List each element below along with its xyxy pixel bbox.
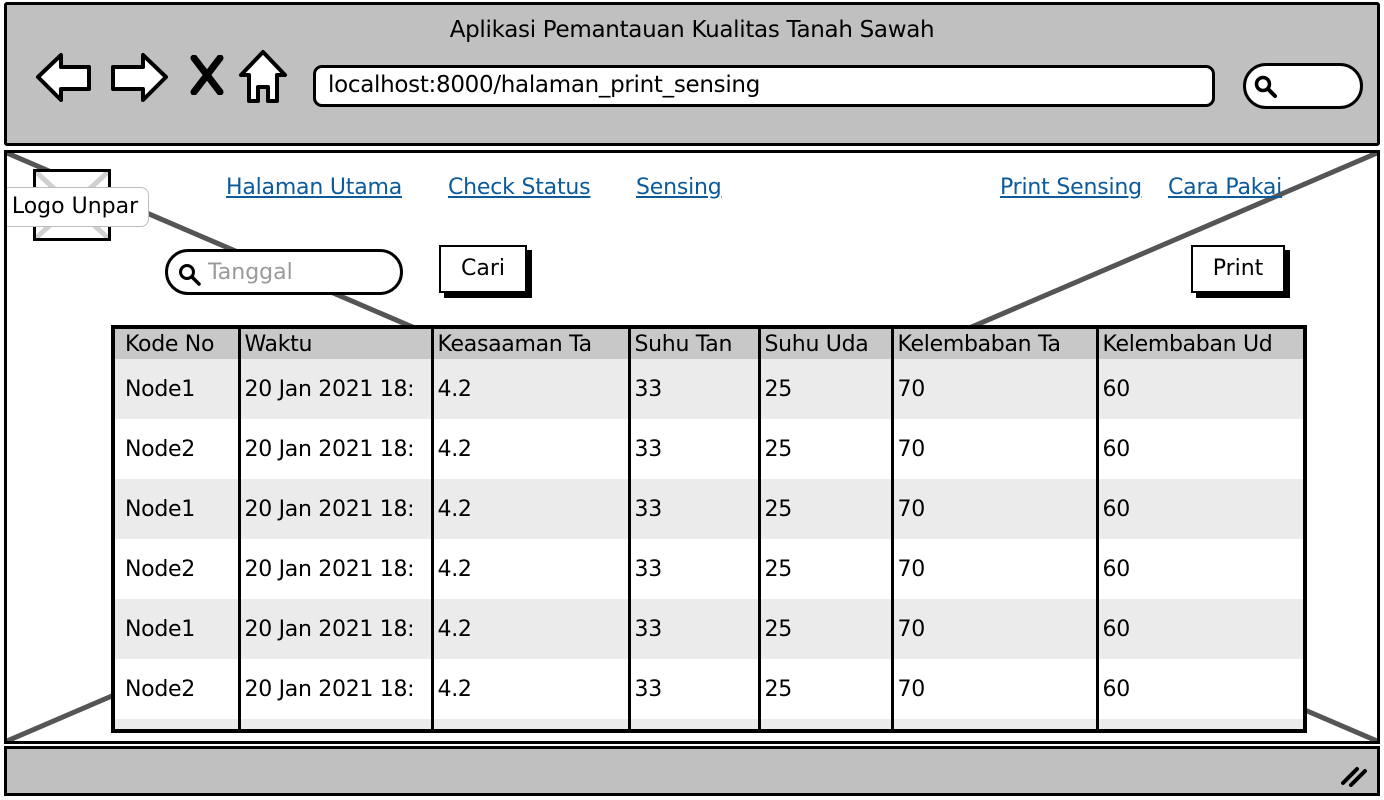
address-bar[interactable]: localhost:8000/halaman_print_sensing	[313, 65, 1215, 107]
table-cell: Node1	[115, 599, 239, 659]
table-cell: 4.2	[430, 479, 629, 539]
table-cell: 60	[1095, 479, 1303, 539]
column-header[interactable]: Kode No	[115, 329, 239, 359]
table-cell: 33	[627, 539, 759, 599]
table-cell: 33	[627, 359, 759, 419]
back-arrow-icon[interactable]	[35, 49, 95, 105]
table-cell	[1095, 719, 1303, 729]
search-icon	[1254, 75, 1277, 98]
table-cell	[237, 719, 432, 729]
table-cell	[430, 719, 629, 729]
table-cell: 25	[757, 659, 892, 719]
table-cell: 20 Jan 2021 18:	[237, 599, 432, 659]
table-cell: 25	[757, 539, 892, 599]
table-cell: 60	[1095, 659, 1303, 719]
column-header[interactable]: Suhu Uda	[757, 329, 892, 359]
table-cell: 33	[627, 479, 759, 539]
table-cell: Node2	[115, 539, 239, 599]
table-row[interactable]: Node2 20 Jan 2021 18: 4.2 33 25 70 60	[115, 539, 1303, 599]
table-row[interactable]: Node1 20 Jan 2021 18: 4.2 33 25 70 60	[115, 479, 1303, 539]
table-cell: 4.2	[430, 539, 629, 599]
table-cell: 60	[1095, 539, 1303, 599]
search-icon	[179, 264, 201, 286]
table-cell: 4.2	[430, 419, 629, 479]
window-title: Aplikasi Pemantauan Kualitas Tanah Sawah	[449, 17, 935, 43]
close-icon[interactable]	[189, 55, 225, 95]
table-header-row: Kode No Waktu Keasaaman Ta Suhu Tan Suhu…	[115, 329, 1303, 359]
table-cell	[757, 719, 892, 729]
date-search-field[interactable]	[165, 249, 403, 295]
table-cell: 4.2	[430, 659, 629, 719]
table-cell: 70	[890, 599, 1097, 659]
forward-arrow-icon[interactable]	[109, 49, 169, 105]
search-button[interactable]: Cari	[439, 245, 527, 293]
nav-link-check-status[interactable]: Check Status	[448, 175, 591, 200]
table-cell: Node2	[115, 419, 239, 479]
column-header[interactable]: Keasaaman Ta	[430, 329, 629, 359]
nav-link-halaman-utama[interactable]: Halaman Utama	[226, 175, 402, 200]
table-cell: 20 Jan 2021 18:	[237, 539, 432, 599]
table-cell: 20 Jan 2021 18:	[237, 359, 432, 419]
table-cell	[890, 719, 1097, 729]
browser-search-field[interactable]	[1243, 63, 1363, 109]
table-cell: 25	[757, 419, 892, 479]
column-header[interactable]: Kelembaban Ta	[890, 329, 1097, 359]
table-cell: 70	[890, 659, 1097, 719]
browser-statusbar	[4, 746, 1380, 796]
table-cell: 4.2	[430, 359, 629, 419]
table-cell: 70	[890, 479, 1097, 539]
table-cell: 25	[757, 359, 892, 419]
resize-grip-icon[interactable]	[1339, 763, 1367, 787]
table-cell: Node1	[115, 359, 239, 419]
table-cell: 70	[890, 539, 1097, 599]
table-cell: Node2	[115, 659, 239, 719]
table-row[interactable]: Node1 20 Jan 2021 18: 4.2 33 25 70 60	[115, 359, 1303, 419]
column-header[interactable]: Kelembaban Ud	[1095, 329, 1303, 359]
nav-link-cara-pakai[interactable]: Cara Pakai	[1168, 175, 1283, 200]
page-content: Logo Unpar Halaman Utama Check Status Se…	[4, 150, 1380, 744]
table-cell: 33	[627, 659, 759, 719]
table-cell: 33	[627, 419, 759, 479]
table-cell: 70	[890, 359, 1097, 419]
print-button[interactable]: Print	[1191, 245, 1285, 293]
table-cell	[115, 719, 239, 729]
table-cell: Node1	[115, 479, 239, 539]
table-cell: 70	[890, 419, 1097, 479]
nav-link-sensing[interactable]: Sensing	[636, 175, 722, 200]
table-cell: 60	[1095, 419, 1303, 479]
table-cell: 20 Jan 2021 18:	[237, 659, 432, 719]
table-cell: 25	[757, 599, 892, 659]
table-cell: 20 Jan 2021 18:	[237, 479, 432, 539]
date-search-input[interactable]	[208, 258, 388, 286]
column-header[interactable]: Suhu Tan	[627, 329, 759, 359]
table-cell: 60	[1095, 599, 1303, 659]
table-cell: 25	[757, 479, 892, 539]
table-row[interactable]: Node2 20 Jan 2021 18: 4.2 33 25 70 60	[115, 659, 1303, 719]
table-row[interactable]: Node1 20 Jan 2021 18: 4.2 33 25 70 60	[115, 599, 1303, 659]
sensing-data-table: Kode No Waktu Keasaaman Ta Suhu Tan Suhu…	[111, 325, 1307, 733]
column-header[interactable]: Waktu	[237, 329, 432, 359]
logo-label: Logo Unpar	[7, 187, 149, 227]
table-cell: 20 Jan 2021 18:	[237, 419, 432, 479]
table-cell: 60	[1095, 359, 1303, 419]
table-row[interactable]: Node2 20 Jan 2021 18: 4.2 33 25 70 60	[115, 419, 1303, 479]
browser-titlebar: Aplikasi Pemantauan Kualitas Tanah Sawah…	[4, 2, 1380, 146]
table-cell	[627, 719, 759, 729]
home-icon[interactable]	[237, 49, 289, 105]
table-cell: 4.2	[430, 599, 629, 659]
nav-link-print-sensing[interactable]: Print Sensing	[1000, 175, 1142, 200]
table-cell: 33	[627, 599, 759, 659]
table-row[interactable]	[115, 719, 1303, 729]
